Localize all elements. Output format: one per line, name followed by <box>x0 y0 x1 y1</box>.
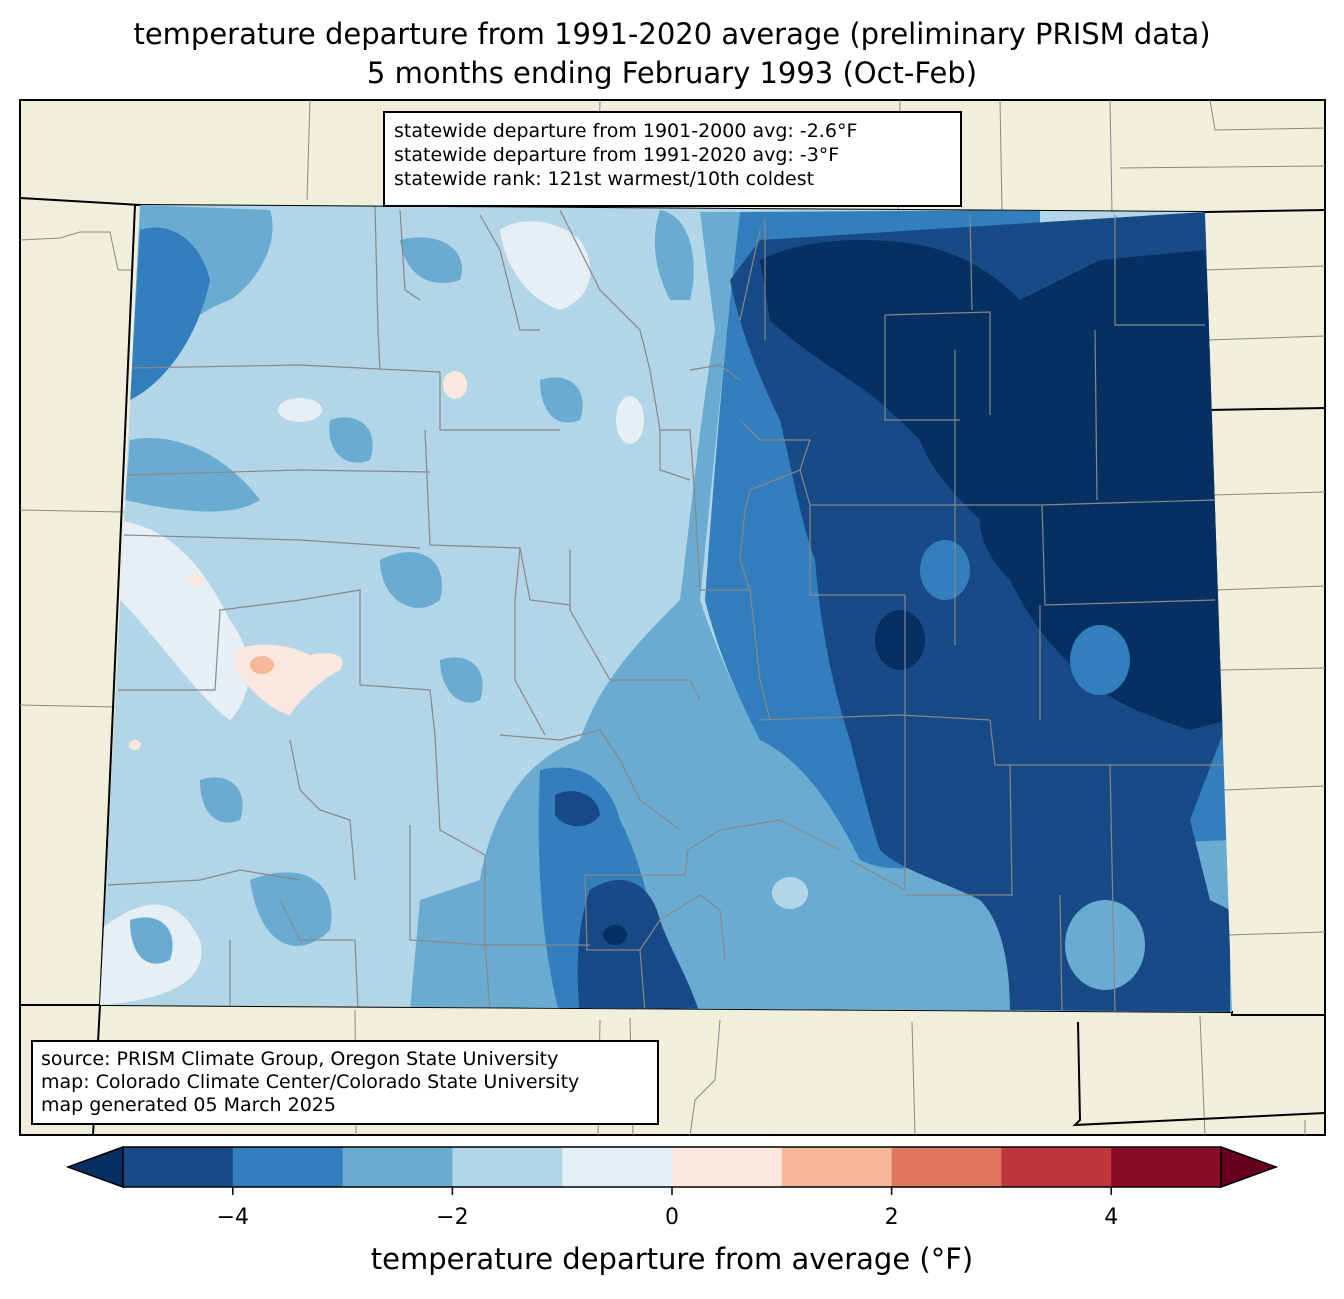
source-line-map: map: Colorado Climate Center/Colorado St… <box>41 1071 580 1093</box>
colorbar-bin <box>342 1147 453 1187</box>
colorbar-bin <box>452 1147 563 1187</box>
colorbar <box>65 1145 1279 1195</box>
colorbar-bin <box>891 1147 1002 1187</box>
stats-line-rank: statewide rank: 121st warmest/10th colde… <box>394 168 815 190</box>
contour-minus5-minus4-sanluis <box>577 880 700 1012</box>
statewide-stats-box: statewide departure from 1901-2000 avg: … <box>383 111 962 207</box>
colorbar-bin <box>123 1147 234 1187</box>
contour-below-minus5 <box>760 240 1228 730</box>
colorbar-bin <box>562 1147 673 1187</box>
colorbar-bin <box>1111 1147 1222 1187</box>
contour-plus1-plus2 <box>250 656 274 674</box>
map-title-line1: temperature departure from 1991-2020 ave… <box>133 17 1211 51</box>
colorbar-ticks <box>232 1187 1112 1195</box>
colorbar-bins <box>123 1147 1222 1187</box>
contour-minus4-minus3-nw <box>130 227 210 400</box>
source-line-prism: source: PRISM Climate Group, Oregon Stat… <box>41 1048 559 1070</box>
colorbar-bin <box>1001 1147 1112 1187</box>
colorbar-bin <box>781 1147 893 1187</box>
colorbar-tick-label: 4 <box>1104 1205 1119 1230</box>
colorbar-tick-label: 0 <box>665 1205 679 1230</box>
colorbar-label: temperature departure from average (°F) <box>370 1242 974 1276</box>
colorbar-tick-label: 2 <box>884 1205 899 1230</box>
colorbar-under-arrow <box>65 1145 124 1189</box>
source-box: source: PRISM Climate Group, Oregon Stat… <box>31 1040 659 1125</box>
county-lines <box>107 205 1225 1012</box>
colorbar-bin <box>672 1147 783 1187</box>
colorbar-over-arrow <box>1220 1145 1279 1189</box>
map-title-line2: 5 months ending February 1993 (Oct-Feb) <box>366 56 978 90</box>
stats-line-1901-2000: statewide departure from 1901-2000 avg: … <box>394 120 858 142</box>
stats-line-1991-2020: statewide departure from 1991-2020 avg: … <box>394 144 840 166</box>
colorbar-tick-label: −2 <box>436 1205 469 1230</box>
source-line-generated: map generated 05 March 2025 <box>41 1094 336 1116</box>
colorbar-tick-label: −4 <box>216 1205 250 1230</box>
colorbar-bin <box>232 1147 344 1187</box>
